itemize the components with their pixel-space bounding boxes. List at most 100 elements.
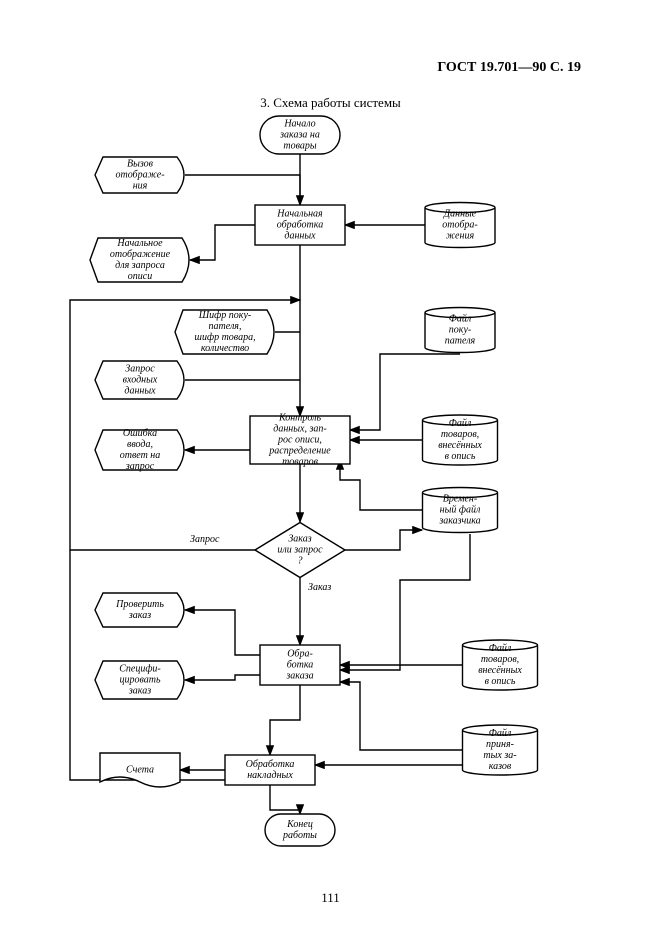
diagram-title: 3. Схема работы системы — [0, 95, 661, 111]
flow-node-n18: Файлприня-тых за-казов — [463, 725, 538, 775]
node-label: Счета — [126, 764, 154, 775]
node-label: обработка — [277, 219, 323, 230]
node-label: в опись — [445, 451, 476, 462]
flow-node-n19: Обработканакладных — [225, 755, 315, 785]
flow-node-n17: Специфи-цироватьзаказ — [95, 661, 184, 699]
node-label: или запрос — [277, 544, 323, 555]
flow-node-n7: Файлпоку-пателя — [425, 308, 495, 353]
node-label: Контроль — [278, 412, 322, 423]
node-label: ния — [133, 180, 148, 191]
flow-node-n6: Шифр поку-пателя,шифр товара,количество — [175, 310, 274, 354]
node-label: рос описи, — [277, 434, 322, 445]
flowchart-diagram: ЗапросЗаказНачалозаказа натоварыВызовото… — [50, 110, 610, 880]
node-label: товары — [283, 140, 316, 151]
page-number: 111 — [0, 890, 661, 906]
flow-node-n12: Времен-ный файлзаказчика — [423, 488, 498, 533]
node-label: для запроса — [115, 260, 165, 271]
node-label: Файл — [449, 313, 472, 324]
flow-edge — [190, 225, 255, 260]
node-label: заказ — [128, 610, 151, 621]
edge-label: Запрос — [190, 534, 220, 545]
node-label: Времен- — [443, 493, 477, 504]
flow-node-n4: Данныеотобра-жения — [425, 203, 495, 248]
flow-edge — [185, 610, 260, 655]
flow-node-n9: Контрольданных, зап-рос описи,распределе… — [250, 412, 350, 467]
node-label: приня- — [486, 739, 514, 750]
flow-edge — [345, 530, 422, 550]
node-label: Шифр поку- — [198, 310, 251, 321]
flow-edge — [270, 685, 300, 755]
node-label: тых за- — [483, 750, 516, 761]
page: ГОСТ 19.701—90 С. 19 3. Схема работы сис… — [0, 0, 661, 936]
node-label: товаров — [282, 456, 318, 467]
node-label: Конец — [286, 819, 313, 830]
flow-node-n8: Запросвходныхданных — [95, 361, 184, 399]
flow-node-n15: Обра-ботказаказа — [260, 645, 340, 685]
node-label: отображе- — [115, 169, 164, 180]
node-label: цировать — [119, 674, 160, 685]
node-label: запрос — [125, 461, 155, 472]
node-label: ввода, — [127, 439, 153, 450]
node-label: в опись — [485, 676, 516, 687]
node-label: Файл — [489, 728, 512, 739]
flow-node-n11: Ошибкаввода,ответ назапрос — [95, 428, 184, 472]
node-label: ответ на — [120, 450, 161, 461]
node-label: Файл — [449, 418, 472, 429]
flow-edge — [270, 785, 300, 814]
node-label: ? — [298, 555, 303, 566]
flow-node-n1: Началозаказа натовары — [260, 116, 340, 154]
flow-node-n5: Начальноеотображениедля запросаописи — [90, 238, 189, 282]
node-label: Запрос — [125, 363, 155, 374]
node-label: Обработка — [246, 759, 295, 770]
node-label: внесённых — [478, 665, 522, 676]
node-label: пателя, — [209, 321, 242, 332]
flow-edge — [340, 682, 462, 750]
node-label: входных — [123, 374, 158, 385]
node-label: данных — [284, 230, 316, 241]
node-label: заказа — [285, 670, 313, 681]
node-label: данных — [124, 385, 156, 396]
flow-node-n3: Начальнаяобработкаданных — [255, 205, 345, 245]
flow-node-n16: Файлтоваров,внесённыхв опись — [463, 640, 538, 690]
flow-node-n2: Вызовотображе-ния — [95, 157, 184, 193]
flow-edge — [340, 460, 422, 510]
flow-node-n14: Проверитьзаказ — [95, 593, 184, 627]
flow-node-n20: Счета — [100, 753, 180, 787]
node-label: отображение — [110, 249, 171, 260]
flow-node-n13: Заказили запрос? — [255, 523, 345, 578]
node-label: Начало — [283, 118, 315, 129]
flow-node-n10: Файлтоваров,внесённыхв опись — [423, 415, 498, 465]
node-label: заказчика — [438, 515, 480, 526]
edge-label: Заказ — [308, 582, 331, 593]
node-label: данных, зап- — [273, 423, 326, 434]
node-label: жения — [446, 230, 475, 241]
node-label: заказа на — [279, 129, 320, 140]
document-header: ГОСТ 19.701—90 С. 19 — [437, 60, 581, 76]
flow-edge — [340, 534, 470, 670]
node-label: поку- — [449, 324, 471, 335]
node-label: Начальная — [276, 208, 323, 219]
node-label: накладных — [247, 770, 293, 781]
node-label: количество — [201, 343, 249, 354]
node-label: ботка — [287, 659, 314, 670]
node-label: шифр товара, — [194, 332, 255, 343]
node-label: Обра- — [287, 648, 313, 659]
node-label: работы — [282, 830, 317, 841]
node-label: казов — [489, 761, 512, 772]
node-label: Вызов — [127, 158, 154, 169]
node-label: товаров, — [481, 654, 519, 665]
node-label: заказ — [128, 685, 151, 696]
node-label: распределение — [268, 445, 331, 456]
node-label: ный файл — [440, 504, 481, 515]
flow-node-n21: Конецработы — [265, 814, 335, 846]
node-label: пателя — [445, 335, 476, 346]
node-label: Специфи- — [119, 663, 161, 674]
flow-edge — [185, 175, 300, 205]
node-label: Начальное — [116, 238, 163, 249]
node-label: товаров, — [441, 429, 479, 440]
flow-edge — [185, 675, 260, 680]
node-label: Проверить — [115, 599, 164, 610]
node-label: Файл — [489, 643, 512, 654]
node-label: внесённых — [438, 440, 482, 451]
node-label: отобра- — [442, 219, 477, 230]
